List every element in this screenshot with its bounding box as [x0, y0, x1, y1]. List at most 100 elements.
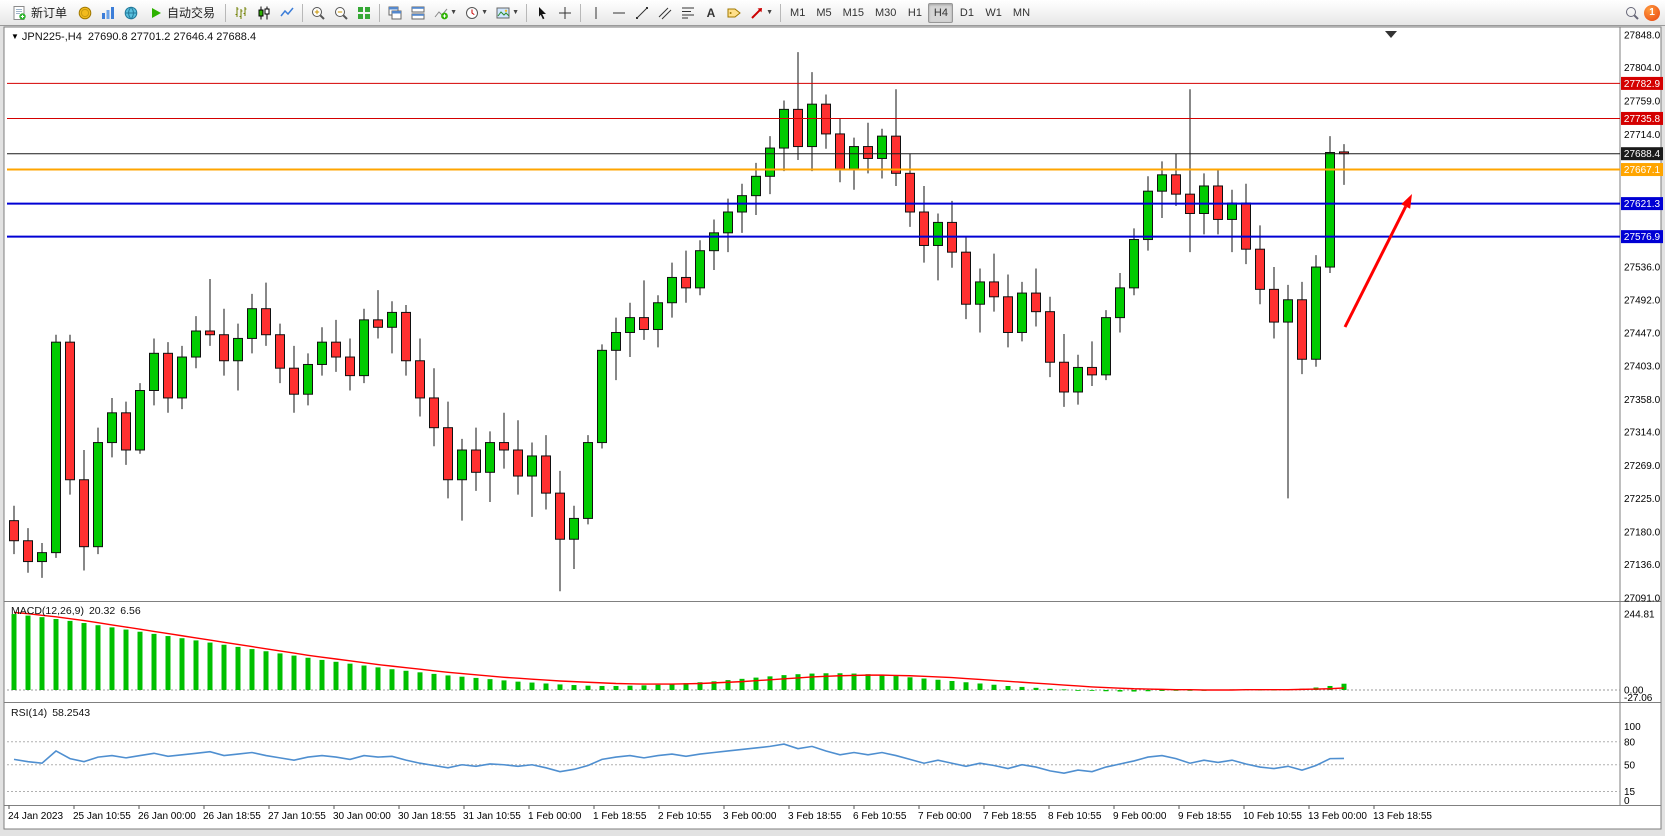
- candle-up: [807, 103, 817, 148]
- candle-up: [1157, 174, 1167, 192]
- macd-histogram-bar: [221, 644, 227, 690]
- candle-up: [975, 281, 985, 305]
- horizontal-line-tool-icon[interactable]: [608, 2, 630, 24]
- one-click-trading-arrow[interactable]: ▼: [11, 32, 19, 41]
- candle-up: [625, 317, 635, 333]
- arrow-shaft: [1343, 205, 1408, 328]
- navigator-icon[interactable]: [120, 2, 142, 24]
- macd-histogram-bar: [165, 636, 171, 690]
- candle-up: [597, 349, 607, 444]
- candle-up: [247, 308, 257, 339]
- timeframe-w1[interactable]: W1: [980, 3, 1007, 23]
- time-tick-label: 13 Feb 18:55: [1373, 811, 1432, 822]
- auto-trading-play-icon: [149, 6, 163, 20]
- macd-histogram-bar: [305, 657, 311, 690]
- timeframe-h4[interactable]: H4: [928, 2, 954, 23]
- toolbar-separator: [580, 3, 582, 22]
- time-tick-label: 8 Feb 10:55: [1048, 811, 1102, 822]
- macd-histogram-bar: [487, 679, 493, 690]
- rsi-panel: 100 80 50 150: [7, 722, 1641, 807]
- timeframe-mn[interactable]: MN: [1008, 3, 1035, 23]
- timeframe-h1[interactable]: H1: [902, 3, 927, 23]
- price-tag: [1621, 111, 1663, 125]
- macd-histogram-bar: [445, 675, 451, 690]
- macd-histogram-bar: [25, 615, 31, 690]
- candle-up: [51, 341, 61, 554]
- macd-histogram-bar: [1061, 689, 1067, 691]
- candle-down: [919, 211, 929, 246]
- periods-button[interactable]: ▼: [461, 2, 491, 24]
- macd-histogram-bar: [893, 676, 899, 690]
- new-order-button[interactable]: 新订单: [5, 2, 73, 24]
- templates-button[interactable]: ▼: [492, 2, 522, 24]
- candle-down: [443, 427, 453, 481]
- chart-window: [3, 26, 1662, 830]
- candle-up: [709, 232, 719, 252]
- macd-value: 20.32: [88, 605, 116, 617]
- macd-histogram-bar: [1327, 685, 1333, 690]
- candle-down: [793, 108, 803, 148]
- candle-down: [79, 479, 89, 548]
- price-tag: [1621, 197, 1663, 211]
- timeframe-m5[interactable]: M5: [811, 3, 836, 23]
- candle-up: [611, 331, 621, 351]
- market-watch-icon[interactable]: [74, 2, 96, 24]
- trendline-tool-icon[interactable]: [631, 2, 653, 24]
- candle-down: [1255, 248, 1265, 290]
- macd-histogram-bar: [683, 683, 689, 690]
- zoom-out-icon[interactable]: [330, 2, 352, 24]
- macd-histogram-bar: [865, 674, 871, 690]
- macd-histogram-bar: [571, 685, 577, 690]
- time-tick-label: 25 Jan 10:55: [73, 811, 131, 822]
- candle-down: [1269, 288, 1279, 323]
- auto-trading-label: 自动交易: [167, 6, 216, 20]
- text-tool-icon[interactable]: A: [700, 2, 722, 24]
- tile-horizontal-icon[interactable]: [407, 2, 429, 24]
- macd-histogram-bar: [1019, 686, 1025, 690]
- rsi-axis-label: 0: [1624, 796, 1630, 807]
- candle-up: [1073, 366, 1083, 393]
- macd-histogram-bar: [977, 683, 983, 690]
- macd-histogram-bar: [697, 682, 703, 690]
- timeframe-d1[interactable]: D1: [954, 3, 979, 23]
- symbol-period-label: JPN225-,H4: [21, 31, 82, 43]
- macd-histogram-bar: [1187, 690, 1193, 691]
- bar-chart-mode-icon[interactable]: [230, 2, 252, 24]
- timeframe-m30[interactable]: M30: [870, 3, 901, 23]
- new-order-label: 新订单: [31, 6, 68, 20]
- tile-windows-icon[interactable]: [353, 2, 375, 24]
- text-label-tool-icon[interactable]: [723, 2, 745, 24]
- auto-trading-button[interactable]: 自动交易: [143, 2, 221, 24]
- macd-histogram-bar: [11, 614, 17, 690]
- candle-up: [191, 330, 201, 358]
- cursor-tool-icon[interactable]: [531, 2, 553, 24]
- candle-up: [653, 302, 663, 331]
- search-icon[interactable]: [1621, 2, 1643, 24]
- indicators-button[interactable]: ▼: [430, 2, 460, 24]
- macd-histogram-bar: [935, 679, 941, 690]
- price-tag-label: 27735.8: [1624, 114, 1661, 125]
- candle-down: [471, 449, 481, 473]
- time-tick-label: 9 Feb 00:00: [1113, 811, 1167, 822]
- vertical-line-tool-icon[interactable]: [585, 2, 607, 24]
- macd-histogram-bar: [333, 661, 339, 690]
- cascade-windows-icon[interactable]: [384, 2, 406, 24]
- timeframe-m1[interactable]: M1: [785, 3, 810, 23]
- channel-tool-icon[interactable]: [654, 2, 676, 24]
- fibonacci-tool-icon[interactable]: [677, 2, 699, 24]
- timeframe-m15[interactable]: M15: [838, 3, 869, 23]
- zoom-in-icon[interactable]: [307, 2, 329, 24]
- line-chart-mode-icon[interactable]: [276, 2, 298, 24]
- macd-histogram-bar: [753, 677, 759, 690]
- candle-down: [415, 360, 425, 399]
- data-window-icon[interactable]: [97, 2, 119, 24]
- macd-histogram-bar: [795, 674, 801, 690]
- macd-histogram-bar: [319, 659, 325, 690]
- crosshair-tool-icon[interactable]: [554, 2, 576, 24]
- notification-badge[interactable]: 1: [1644, 4, 1660, 21]
- macd-histogram-bar: [1131, 690, 1137, 692]
- candlestick-mode-icon[interactable]: [253, 2, 275, 24]
- macd-histogram-bar: [1047, 688, 1053, 690]
- arrows-tool-button[interactable]: ▼: [746, 2, 776, 24]
